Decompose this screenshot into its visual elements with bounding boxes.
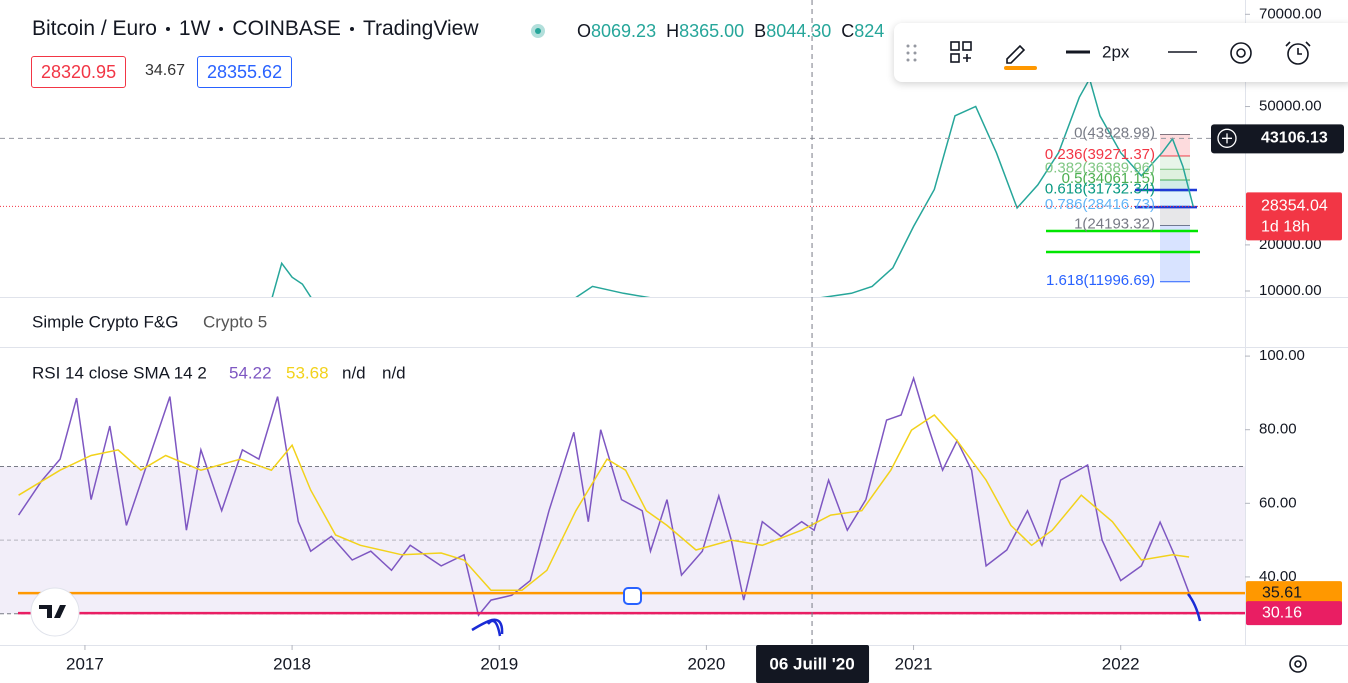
x-tick-label: 2018 [273, 654, 311, 673]
fib-label: 0.618(31732.34) [1045, 181, 1155, 198]
fib-label: 1.618(11996.69) [1046, 272, 1155, 289]
separator [219, 27, 224, 31]
ohlc-item: H8365.00 [666, 21, 744, 42]
last-price-label: 28354.04 [1261, 198, 1328, 215]
spread: 34.67 [145, 62, 186, 79]
fib-zone [1160, 206, 1190, 226]
settings-button[interactable] [1230, 42, 1252, 64]
crosshair-price-tag [1211, 124, 1344, 154]
color-swatch [1004, 66, 1037, 70]
fib-zone [1160, 180, 1190, 191]
x-tick-label: 2019 [480, 654, 518, 673]
drawing-toolbar: 2px [894, 23, 1348, 82]
logo [39, 605, 66, 618]
rsi-title: RSI 14 close SMA 14 2 [32, 363, 207, 382]
rsi-legend-value: 54.22 [229, 363, 272, 382]
level-tag-bg [1246, 601, 1342, 626]
rsi-legend-value: 53.68 [286, 363, 329, 382]
series-line [17, 375, 1192, 617]
fib-zone [1160, 190, 1190, 207]
indicator-name: Simple Crypto F&G [32, 312, 178, 331]
level-tag-bg [1246, 581, 1342, 606]
level-tag: 35.61 [1262, 584, 1302, 601]
freehand-drawing [1187, 593, 1202, 622]
source: TradingView [362, 17, 479, 40]
level-tag: 30.16 [1262, 604, 1302, 621]
ohlc-key: C [841, 21, 855, 41]
fib-label: 0.5(34061.15) [1062, 170, 1155, 187]
freehand-drawing [471, 618, 504, 637]
y-tick-label: 80.00 [1259, 421, 1297, 438]
toolbar-icons: 2px [906, 41, 1311, 70]
ask-box[interactable]: 28355.62 [197, 56, 293, 88]
y-tick-label: 50000.00 [1259, 98, 1322, 115]
ohlc-value: 8365.00 [679, 21, 745, 41]
fib-label: 0.786(28416.73) [1045, 196, 1155, 213]
market-status [531, 24, 545, 38]
separator [165, 27, 170, 31]
ohlc-value: 8044.30 [766, 21, 832, 41]
symbol[interactable]: Bitcoin / Euro [32, 17, 157, 40]
fib-zone [1160, 169, 1190, 181]
ohlc-key: H [666, 21, 680, 41]
y-tick-label: 70000.00 [1259, 5, 1322, 22]
line-width-label[interactable]: 2px [1102, 42, 1130, 61]
countdown: 1d 18h [1261, 219, 1310, 236]
rsi-legend-extra: n/d [382, 363, 406, 382]
fib-label: 0.382(36389.96) [1045, 159, 1155, 176]
template-icon[interactable] [950, 41, 972, 63]
indicator-param: Crypto 5 [203, 312, 267, 331]
crosshair-price-label: 43106.13 [1261, 130, 1328, 147]
symbol-header: Bitcoin / Euro 1W COINBASE TradingView [32, 17, 479, 41]
ohlc-item: C824 [841, 21, 884, 42]
fib-label: 0(43928.98) [1074, 124, 1155, 141]
add-alert-icon [1222, 133, 1232, 144]
ohlc-item: O8069.23 [577, 21, 656, 42]
bid-box[interactable]: 28320.95 [31, 56, 127, 88]
crosshair-date-label: 06 Juill '20 [769, 654, 854, 673]
alert-button[interactable] [1285, 41, 1311, 65]
series-line [18, 414, 1190, 591]
fib-label: 1(24193.32) [1074, 216, 1155, 233]
ohlc-value: 824 [854, 21, 885, 41]
drawing-handle[interactable] [623, 587, 642, 605]
settings-icon[interactable] [1289, 655, 1307, 673]
y-tick-label: 10000.00 [1259, 282, 1322, 299]
fib-zone [1160, 156, 1190, 170]
crosshair-date-tag [756, 645, 870, 683]
interval[interactable]: 1W [178, 17, 211, 40]
ohlc-legend: O8069.23 H8365.00 B8044.30 C824 [577, 21, 884, 42]
plot-area [0, 375, 1245, 617]
add-alert-icon [1217, 128, 1237, 148]
x-tick-label: 2020 [687, 654, 725, 673]
y-tick-label: 100.00 [1259, 347, 1305, 364]
logo-badge[interactable] [30, 587, 80, 637]
x-tick-label: 2017 [66, 654, 104, 673]
ohlc-key: B [754, 21, 767, 41]
series-line [271, 76, 1194, 297]
separator [349, 27, 354, 31]
fib-zone [1160, 225, 1190, 282]
exchange: COINBASE [232, 17, 341, 40]
last-price-tag [1246, 192, 1342, 241]
color-icon[interactable] [1006, 44, 1026, 64]
ohlc-item: B8044.30 [754, 21, 831, 42]
ohlc-key: O [577, 21, 592, 41]
plot-area [0, 76, 1245, 297]
y-tick-label: 40.00 [1259, 568, 1297, 585]
x-tick-label: 2022 [1102, 654, 1140, 673]
fib-label: 0.236(39271.37) [1045, 146, 1155, 163]
drag-handle[interactable] [906, 44, 917, 62]
x-tick-label: 2021 [895, 654, 933, 673]
ohlc-value: 8069.23 [591, 21, 657, 41]
rsi-legend-extra: n/d [342, 363, 366, 382]
y-tick-label: 60.00 [1259, 494, 1297, 511]
